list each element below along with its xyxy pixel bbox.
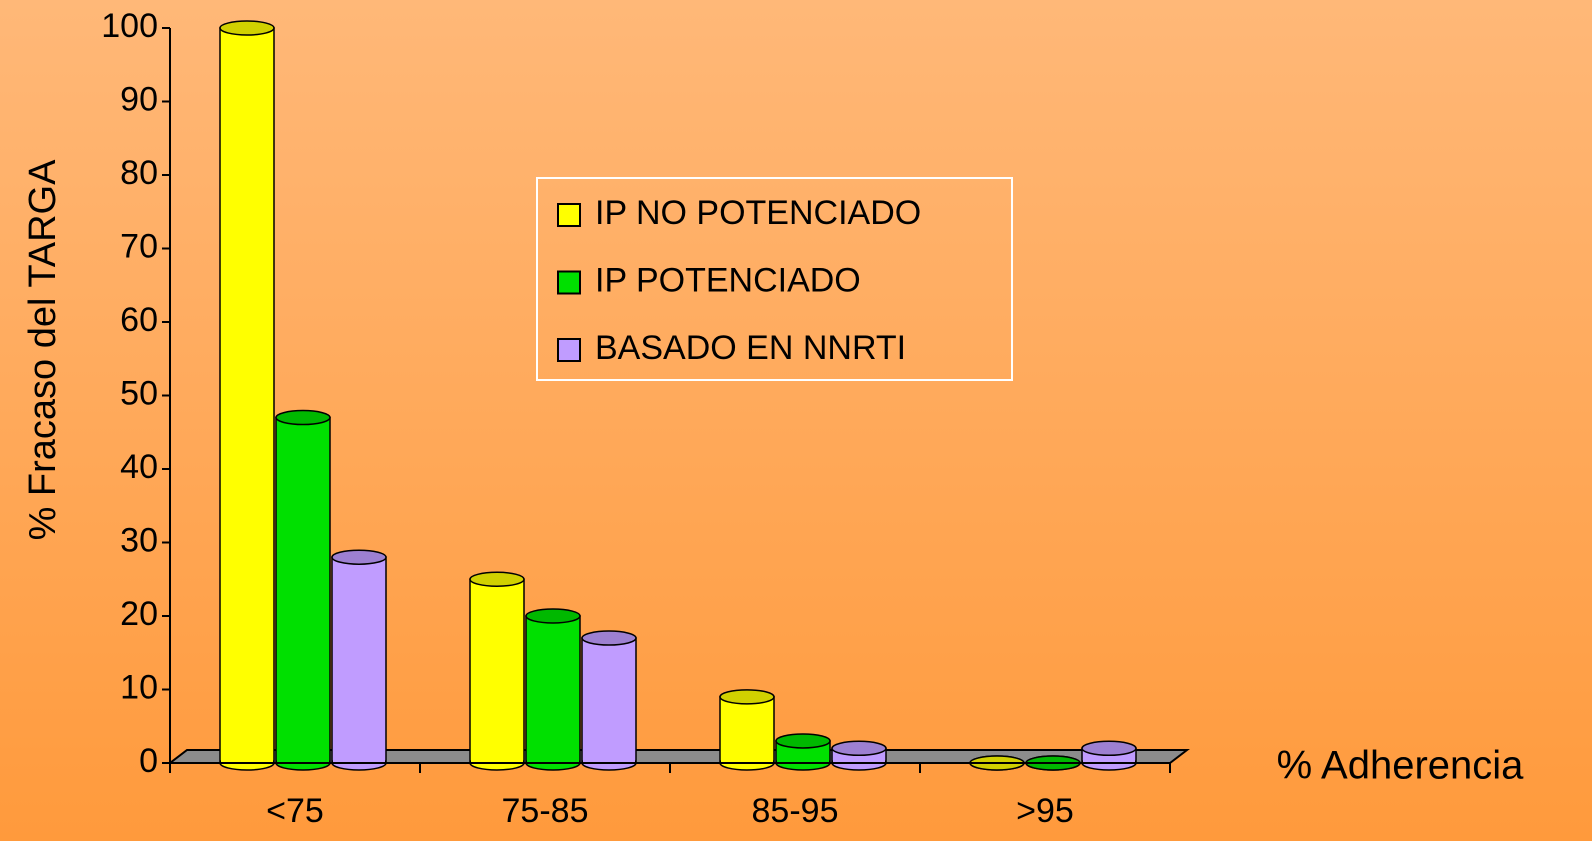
y-tick-label: 90	[120, 80, 158, 118]
bar	[831, 740, 887, 771]
bar-top	[719, 689, 775, 705]
bar	[331, 549, 387, 771]
y-tick-label: 70	[120, 227, 158, 265]
bar	[219, 20, 275, 771]
bar	[581, 630, 637, 771]
bar-top	[331, 549, 387, 565]
bar	[525, 608, 581, 771]
legend-label: IP POTENCIADO	[595, 261, 861, 299]
y-tick-label: 20	[120, 595, 158, 633]
bar-top	[1081, 740, 1137, 757]
x-tick-label: 75-85	[502, 792, 589, 830]
bar-body-fill	[333, 557, 385, 763]
x-axis-title: % Adherencia	[1277, 744, 1525, 788]
y-tick-label: 80	[120, 154, 158, 192]
bar-top	[275, 409, 331, 426]
bar	[719, 689, 775, 771]
bar-top	[219, 20, 275, 36]
y-tick-label: 50	[120, 374, 158, 412]
plot	[219, 20, 1137, 771]
bar-top	[469, 571, 525, 587]
legend-swatch	[557, 203, 581, 227]
y-tick-label: 100	[101, 7, 158, 45]
bar-body-fill	[277, 417, 329, 763]
x-tick-label: 85-95	[752, 792, 839, 830]
bar	[775, 733, 831, 771]
y-tick-label: 30	[120, 521, 158, 559]
legend-label: IP NO POTENCIADO	[595, 194, 921, 232]
bar-top	[525, 608, 581, 624]
bar-body-fill	[583, 638, 635, 763]
bar-body-fill	[721, 696, 773, 763]
bar	[1081, 740, 1137, 771]
y-axis-title: % Fracaso del TARGA	[22, 159, 64, 540]
legend-label: BASADO EN NNRTI	[595, 329, 906, 367]
bar-body-fill	[221, 28, 273, 763]
y-tick-label: 10	[120, 668, 158, 706]
bar-top	[581, 630, 637, 646]
bar-body-fill	[471, 579, 523, 763]
y-tick-label: 60	[120, 301, 158, 339]
bar	[469, 571, 525, 771]
legend-box	[536, 177, 1013, 381]
bar-top	[831, 740, 887, 757]
bar-body-fill	[527, 616, 579, 763]
legend-swatch	[557, 338, 581, 362]
x-tick-label: <75	[266, 792, 324, 830]
y-tick-label: 0	[139, 742, 158, 780]
y-tick-label: 40	[120, 448, 158, 486]
bar	[275, 409, 331, 771]
bar-top	[775, 733, 831, 749]
legend-swatch	[557, 270, 581, 295]
x-tick-label: >95	[1016, 792, 1074, 830]
